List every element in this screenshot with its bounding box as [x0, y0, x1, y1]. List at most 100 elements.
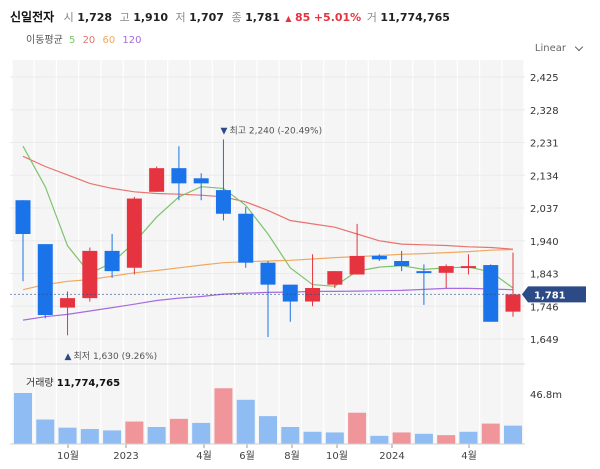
volume-bar — [58, 427, 77, 444]
candle-body — [505, 294, 521, 312]
column-band — [324, 60, 346, 444]
volume-axis-label: 46.8m — [530, 390, 562, 401]
close-value: 1,781 — [245, 11, 280, 24]
x-tick-label: 6월 — [239, 450, 255, 462]
volume-bar — [147, 427, 166, 444]
column-band — [57, 60, 79, 444]
high-label: 고 — [119, 11, 130, 24]
up-triangle-icon: ▲ — [285, 14, 292, 23]
volume-bar — [214, 388, 233, 444]
high-annotation: 최고 2,240 (-20.49%) — [229, 125, 322, 136]
stock-header: 신일전자 시 1,728 고 1,910 저 1,707 종 1,781 ▲ 8… — [10, 8, 452, 25]
change-value: 85 — [295, 11, 311, 24]
volume-bar — [103, 430, 122, 444]
ma-title: 이동평균 — [26, 35, 63, 46]
candle-body — [60, 298, 76, 308]
ma-120-label: 120 — [122, 35, 142, 46]
candle-body — [305, 288, 321, 302]
x-tick-label: 10월 — [326, 450, 348, 462]
column-band — [168, 60, 190, 444]
column-band — [368, 60, 390, 444]
candle-body — [104, 250, 120, 272]
x-tick-label: 2023 — [113, 451, 138, 462]
x-tick-label: 4월 — [196, 450, 212, 462]
open-label: 시 — [63, 11, 74, 24]
y-tick-label: 1,940 — [530, 237, 559, 248]
volume-title-value: 11,774,765 — [56, 378, 121, 389]
column-band — [279, 60, 301, 444]
candle-body — [327, 271, 343, 285]
candle-body — [238, 213, 254, 263]
y-tick-label: 2,037 — [530, 204, 559, 215]
volume-bar — [281, 427, 300, 444]
candle-body — [37, 244, 53, 316]
low-annotation-arrow: ▲ — [65, 352, 72, 362]
y-tick-label: 2,231 — [530, 139, 559, 150]
stock-name: 신일전자 — [10, 10, 55, 24]
candle-body — [349, 255, 365, 275]
candle-body — [483, 265, 499, 322]
y-tick-label: 1,746 — [530, 302, 559, 313]
column-band — [146, 60, 168, 444]
ma60-line — [22, 248, 514, 291]
candle-body — [82, 250, 98, 299]
candle-body — [215, 190, 231, 214]
volume-bar — [192, 422, 211, 444]
volume-title: 거래량 11,774,765 — [26, 374, 120, 389]
volume-bar — [370, 435, 389, 444]
ma20-line — [22, 155, 514, 250]
column-band — [480, 60, 502, 444]
volume-value: 11,774,765 — [380, 11, 450, 24]
candle-body — [193, 178, 209, 184]
y-tick-label: 2,425 — [530, 73, 559, 84]
y-tick-label: 2,134 — [530, 171, 559, 182]
volume-bar — [125, 421, 144, 444]
candle-body — [371, 255, 387, 260]
y-tick-label: 1,843 — [530, 270, 559, 281]
column-band — [302, 60, 324, 444]
low-value: 1,707 — [189, 11, 224, 24]
x-tick-label: 10월 — [57, 450, 79, 462]
candle-body — [282, 284, 298, 302]
current-price-label: 1,781 — [534, 290, 566, 301]
y-tick-label: 1,649 — [530, 335, 559, 346]
candle-body — [260, 262, 276, 285]
candle-body — [149, 168, 165, 192]
column-band — [502, 60, 524, 444]
candle-body — [126, 198, 142, 268]
volume-bar — [14, 393, 32, 444]
volume-bar — [236, 399, 255, 444]
volume-bar — [504, 425, 522, 444]
ma-5-label: 5 — [69, 35, 76, 46]
scale-mode-select[interactable]: Linear — [534, 43, 566, 54]
column-band — [413, 60, 435, 444]
high-annotation-arrow: ▼ — [220, 126, 227, 136]
volume-bar — [169, 418, 188, 444]
candle-body — [394, 261, 410, 267]
x-tick-label: 2024 — [379, 451, 404, 462]
volume-bar — [348, 412, 367, 444]
volume-bar — [303, 431, 322, 444]
low-label: 저 — [175, 11, 186, 24]
candle-body — [15, 200, 31, 234]
current-price-badge — [522, 286, 586, 303]
x-tick-label: 4월 — [461, 450, 477, 462]
ma-20-label: 20 — [82, 35, 96, 46]
high-value: 1,910 — [133, 11, 169, 24]
volume-title-label: 거래량 — [26, 378, 54, 389]
moving-average-legend[interactable]: 이동평균 5 20 60 120 — [26, 31, 146, 46]
column-band — [257, 60, 279, 444]
volume-bar — [481, 423, 500, 444]
close-label: 종 — [231, 11, 242, 24]
volume-bar — [259, 416, 277, 444]
volume-bar — [392, 432, 411, 444]
volume-bar — [459, 431, 478, 444]
candle-body — [416, 271, 432, 274]
column-band — [190, 60, 212, 444]
volume-bar — [414, 433, 433, 444]
candle-body — [171, 168, 187, 184]
volume-bar — [36, 419, 55, 444]
low-annotation: 최저 1,630 (9.26%) — [74, 351, 158, 362]
change-percent: +5.01% — [313, 11, 362, 24]
